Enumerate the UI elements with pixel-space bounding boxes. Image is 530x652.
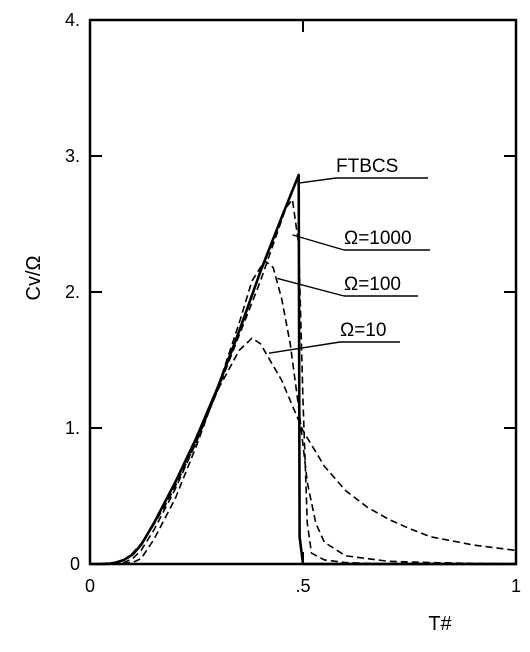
annotation-label: Ω=100 xyxy=(344,274,401,295)
x-tick-label: 0 xyxy=(85,576,95,596)
plot-border xyxy=(88,18,518,566)
series-lines xyxy=(89,173,517,566)
y-tick-label: 1. xyxy=(65,418,80,438)
annotation-label: Ω=1000 xyxy=(344,228,412,249)
series-line-3 xyxy=(89,337,517,565)
x-axis-label: T# xyxy=(428,613,452,635)
y-tick-label: 4. xyxy=(65,10,80,30)
annotation-leader xyxy=(292,234,345,251)
series-line-2 xyxy=(89,259,517,565)
annotations: FTBCS Ω=1000 Ω=100 Ω=10 xyxy=(268,156,430,354)
annotation-label: FTBCS xyxy=(336,156,398,177)
x-tick-label: 1 xyxy=(511,576,521,596)
annotation-leader xyxy=(297,177,337,184)
y-axis-label: Cv/Ω xyxy=(23,255,45,300)
series-line-0 xyxy=(90,173,516,566)
annotation-label: Ω=10 xyxy=(340,320,386,341)
x-tick-label: .5 xyxy=(295,576,310,596)
y-tick-label: 3. xyxy=(65,146,80,166)
y-tick-label: 0 xyxy=(70,554,80,574)
plot-frame xyxy=(88,18,518,566)
y-tick-label: 2. xyxy=(65,282,80,302)
annotation-leader xyxy=(277,277,345,297)
axis-ticks: 0 .5 1 0 1. 2. 3. 4. xyxy=(65,10,521,596)
series-line-1 xyxy=(89,198,516,565)
annotation-leader xyxy=(268,341,341,354)
